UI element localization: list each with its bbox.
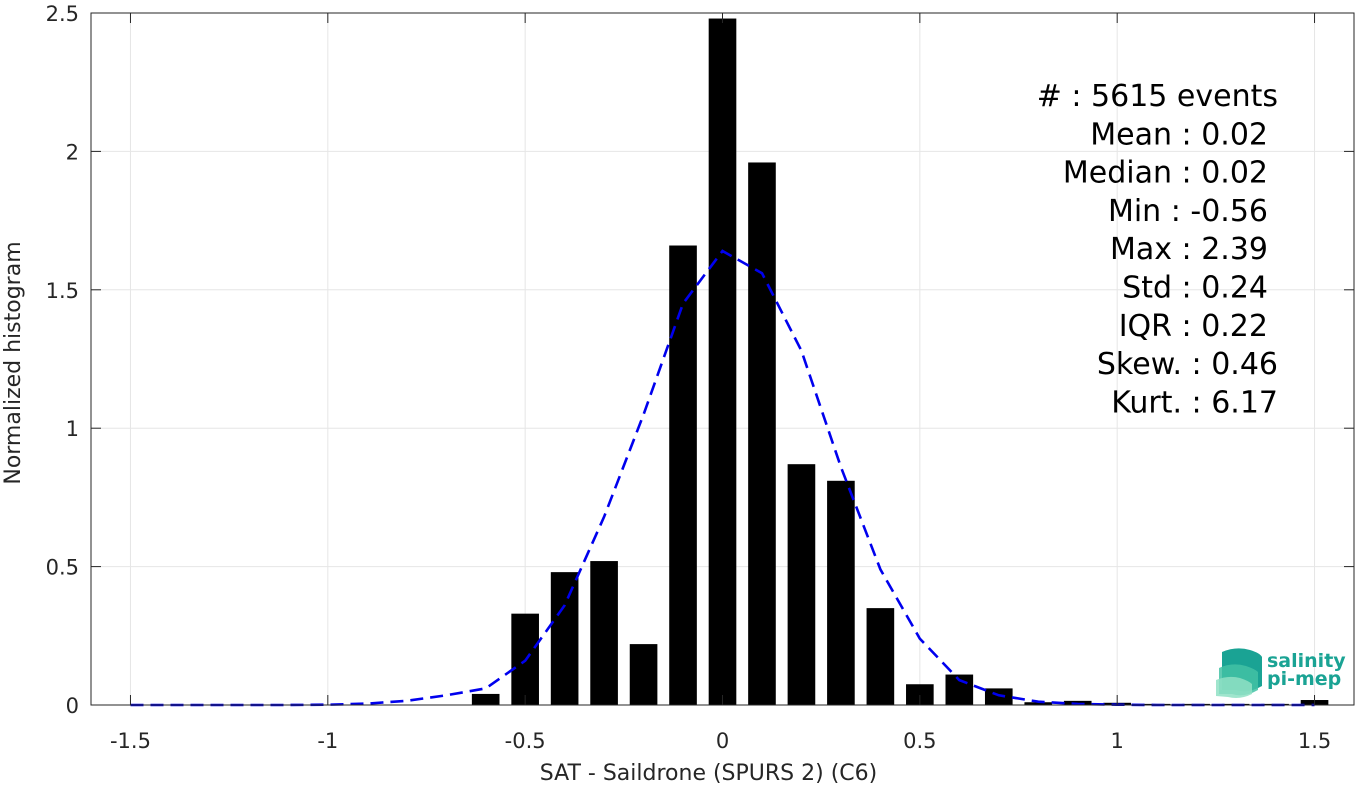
histogram-bar xyxy=(590,561,618,705)
histogram-bar xyxy=(629,644,658,705)
histogram-bar xyxy=(906,684,934,705)
histogram-bar xyxy=(748,162,776,706)
y-tick-label: 2.5 xyxy=(46,2,79,26)
x-tick-label: 1 xyxy=(1111,729,1124,753)
stat-line: # : 5615 events xyxy=(1037,79,1278,114)
x-tick-label: 0 xyxy=(716,729,729,753)
logo-text-pi-mep: pi-mep xyxy=(1267,668,1341,690)
stat-line: Mean : 0.02 xyxy=(1090,117,1268,152)
y-axis-label: Normalized histogram xyxy=(1,241,26,484)
stat-line: Min : -0.56 xyxy=(1108,194,1268,229)
salinity-pi-mep-logo: salinity pi-mep xyxy=(1216,648,1346,698)
stat-line: Std : 0.24 xyxy=(1122,271,1268,306)
stat-line: Median : 0.02 xyxy=(1063,156,1268,191)
y-tick-label: 0 xyxy=(66,694,79,718)
x-tick-label: -0.5 xyxy=(505,729,546,753)
y-tick-label: 1 xyxy=(66,417,79,441)
stat-line: Kurt. : 6.17 xyxy=(1111,385,1278,420)
y-tick-label: 2 xyxy=(66,140,79,164)
histogram-bar xyxy=(984,688,1013,705)
logo-text-salinity: salinity xyxy=(1267,650,1346,672)
histogram-bars xyxy=(471,18,1329,706)
logo-waves-icon xyxy=(1216,648,1262,698)
histogram-bar xyxy=(550,572,579,705)
x-tick-label: 1.5 xyxy=(1298,729,1331,753)
histogram-bar xyxy=(471,693,500,705)
x-tick-label: -1.5 xyxy=(110,729,151,753)
y-tick-label: 1.5 xyxy=(46,279,79,303)
y-tick-labels: 0 0.5 1 1.5 2 2.5 xyxy=(46,2,79,718)
stat-line: IQR : 0.22 xyxy=(1119,309,1268,344)
histogram-bar xyxy=(708,18,737,705)
histogram-bar xyxy=(866,608,895,705)
histogram-bar xyxy=(1024,702,1053,705)
stat-line: Skew. : 0.46 xyxy=(1097,347,1278,382)
axis-ticks xyxy=(91,12,1354,706)
histogram-bar xyxy=(787,464,816,705)
histogram-bar xyxy=(669,245,697,705)
x-axis-label: SAT - Saildrone (SPURS 2) (C6) xyxy=(540,761,877,785)
x-tick-label: -1 xyxy=(317,729,338,753)
y-tick-label: 0.5 xyxy=(46,556,79,580)
stat-line: Max : 2.39 xyxy=(1110,232,1268,267)
x-tick-label: 0.5 xyxy=(903,729,936,753)
histogram-bar xyxy=(827,480,855,705)
x-tick-labels: -1.5 -1 -0.5 0 0.5 1 1.5 xyxy=(110,729,1331,753)
